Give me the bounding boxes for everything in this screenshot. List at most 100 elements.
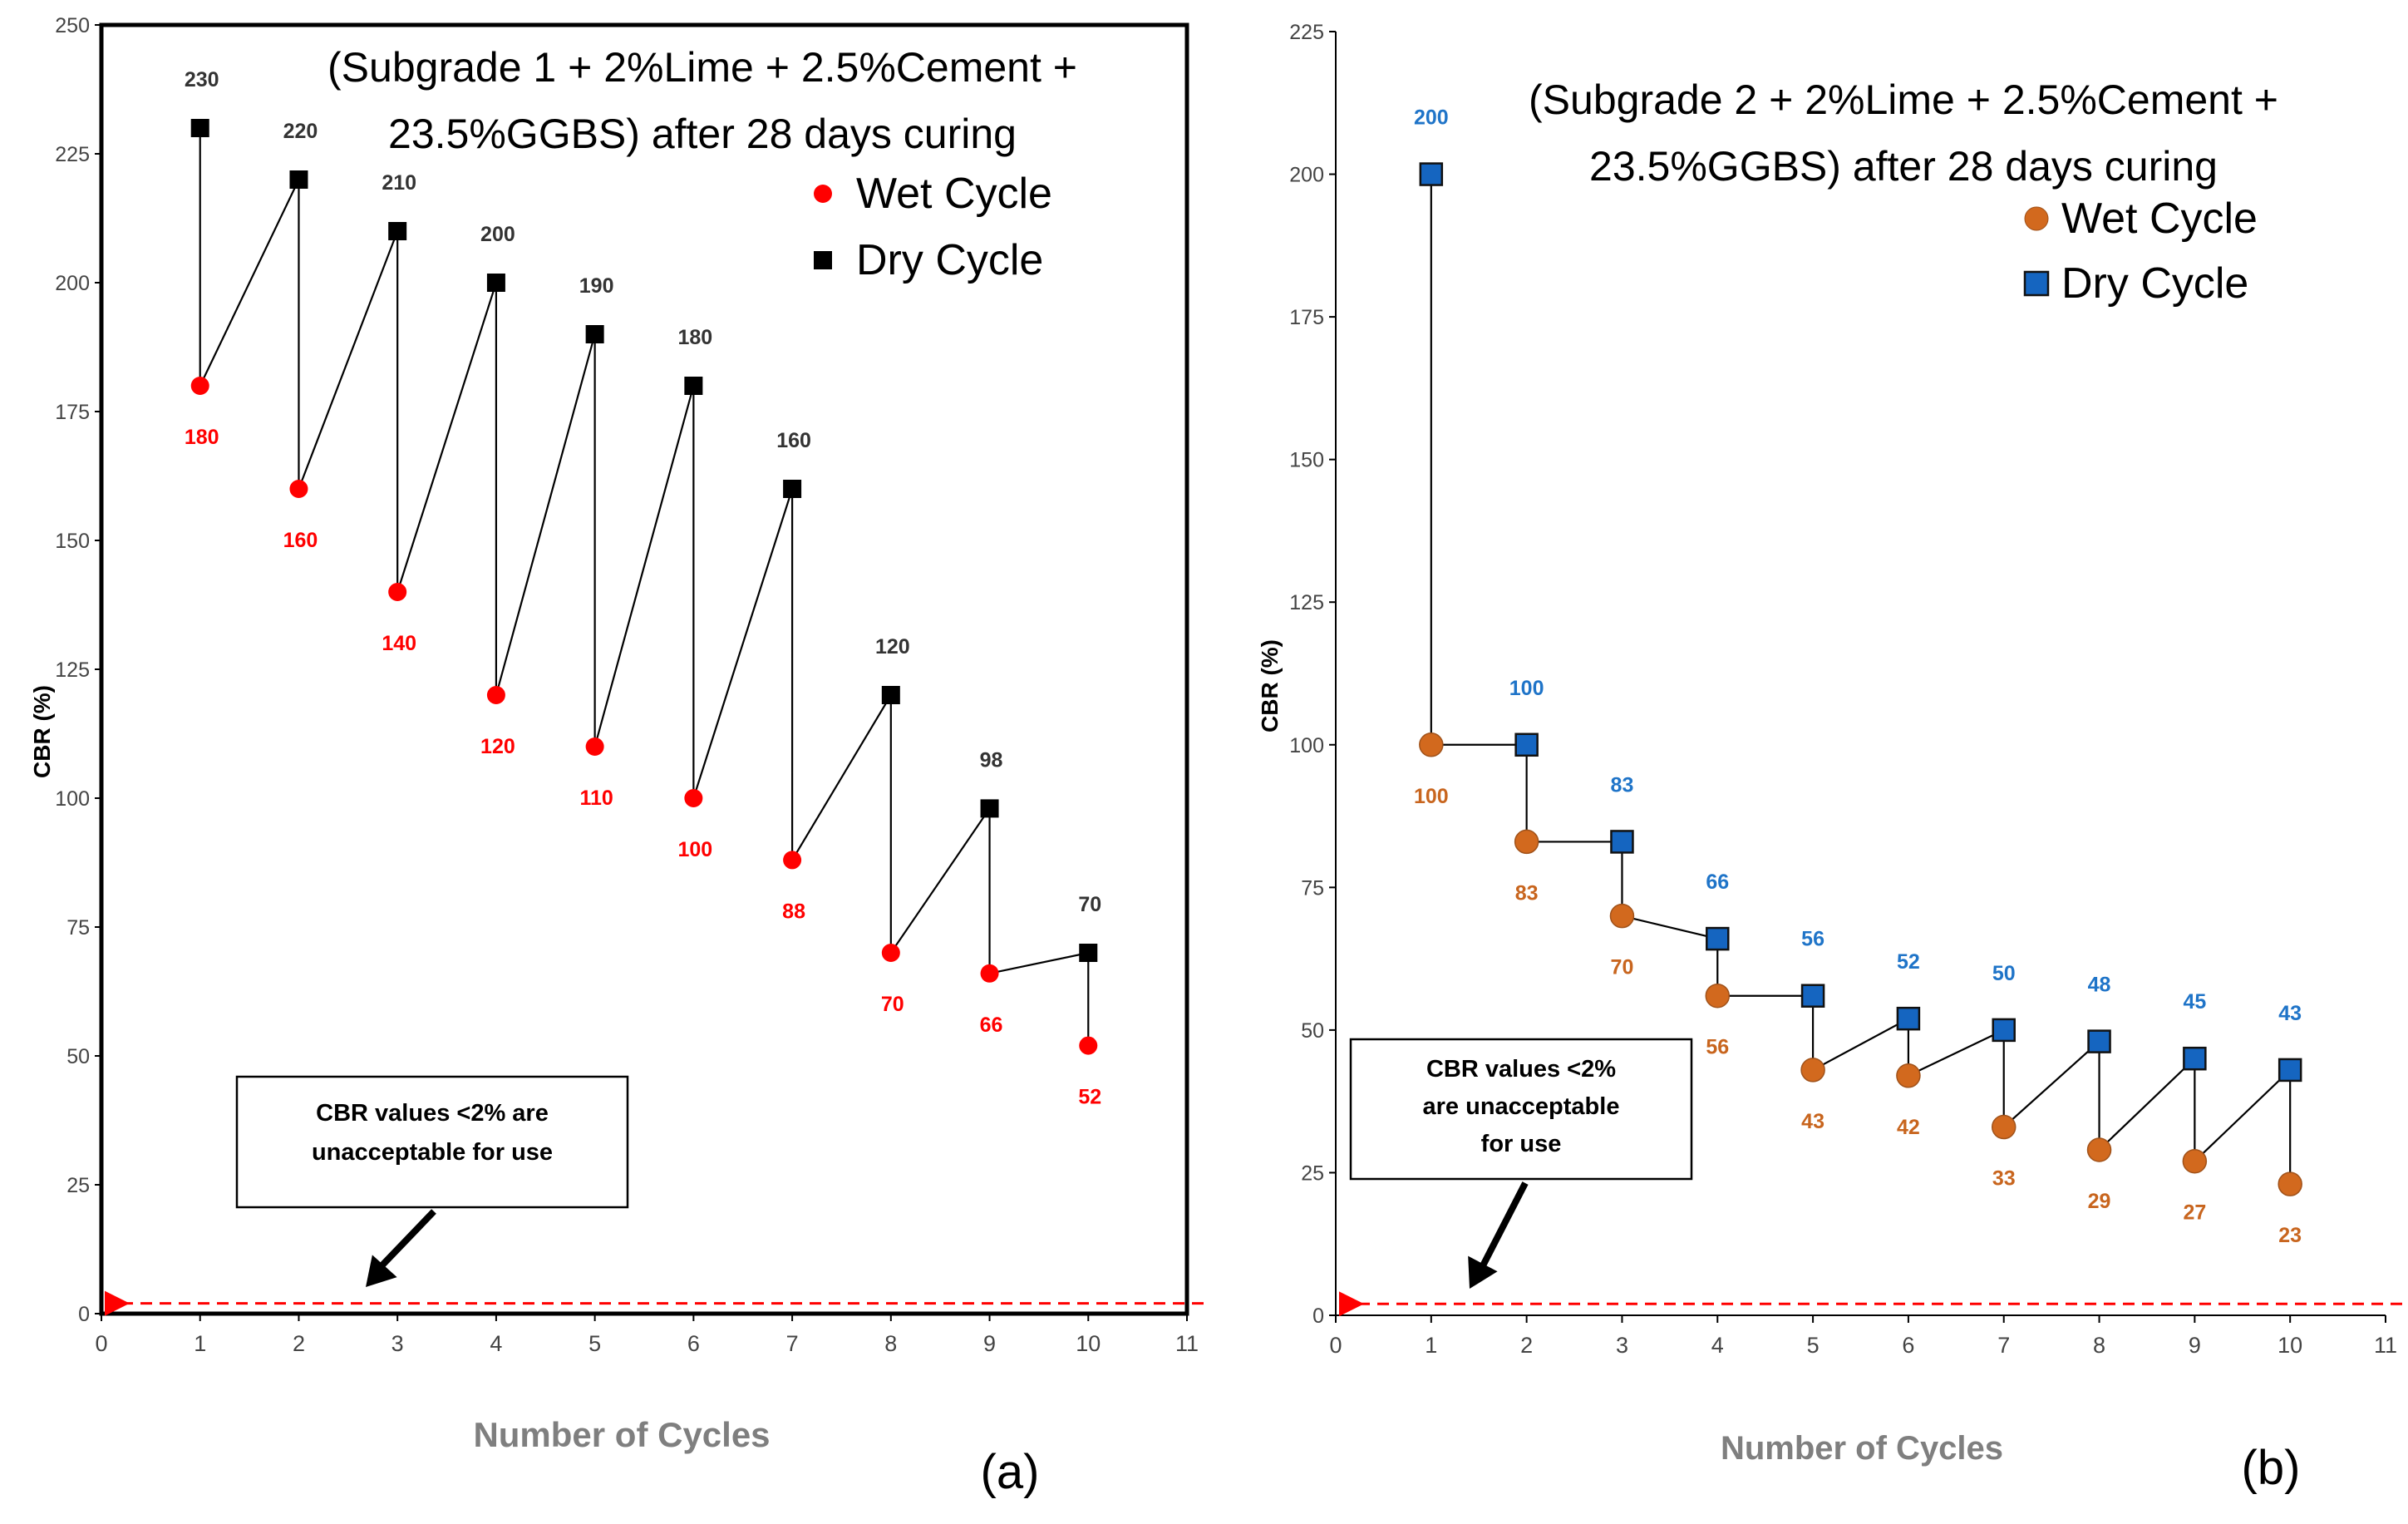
dry-cycle-point <box>2087 1029 2111 1053</box>
wet-cycle-point <box>980 964 999 983</box>
x-tick-label: 7 <box>786 1331 799 1356</box>
wet-cycle-point <box>1896 1063 1921 1088</box>
y-tick-label: 100 <box>1289 734 1324 757</box>
y-tick-label: 250 <box>55 14 90 37</box>
wet-cycle-data-label: 70 <box>881 993 904 1016</box>
dry-cycle-data-label: 200 <box>480 223 515 246</box>
dry-cycle-point <box>289 170 308 189</box>
dry-cycle-point <box>980 799 999 818</box>
x-tick-label: 9 <box>983 1331 996 1356</box>
x-tick-label: 1 <box>194 1331 206 1356</box>
x-tick-label: 1 <box>1425 1333 1437 1358</box>
x-axis-label: Number of Cycles <box>473 1415 770 1454</box>
dry-cycle-data-label: 83 <box>1611 773 1634 797</box>
y-tick-label: 225 <box>1289 21 1324 44</box>
dry-cycle-data-label: 220 <box>283 120 318 143</box>
dry-cycle-data-label: 100 <box>1509 677 1544 700</box>
dry-cycle-data-label: 120 <box>875 635 910 658</box>
dry-cycle-point <box>1992 1018 2016 1043</box>
wet-cycle-point <box>1991 1114 2017 1140</box>
y-tick-label: 125 <box>1289 591 1324 614</box>
legend-dry-symbol <box>2023 270 2050 297</box>
x-tick-label: 5 <box>1807 1333 1820 1358</box>
y-tick-label: 175 <box>55 401 90 424</box>
y-tick-label: 50 <box>1301 1019 1324 1043</box>
x-axis-label: Number of Cycles <box>1721 1430 2003 1467</box>
x-tick-label: 10 <box>1076 1331 1101 1356</box>
annotation-arrow-shaft <box>1475 1181 1529 1277</box>
annotation-text: CBR values <2% <box>1426 1056 1616 1083</box>
wet-cycle-data-label: 66 <box>980 1014 1003 1037</box>
dry-cycle-data-label: 190 <box>579 274 614 298</box>
wet-cycle-point <box>2278 1171 2302 1196</box>
wet-cycle-data-label: 160 <box>283 529 318 552</box>
x-tick-label: 7 <box>1997 1333 2010 1358</box>
dry-cycle-point <box>585 325 604 343</box>
panel-label: (b) <box>2242 1441 2301 1495</box>
x-tick-label: 4 <box>1711 1333 1724 1358</box>
legend-wet-label: Wet Cycle <box>856 170 1052 218</box>
wet-cycle-point <box>1419 732 1444 757</box>
dry-cycle-data-label: 180 <box>678 326 713 349</box>
wet-cycle-data-label: 43 <box>1801 1110 1824 1133</box>
x-tick-label: 4 <box>490 1331 502 1356</box>
dry-cycle-data-label: 210 <box>382 171 416 195</box>
dry-cycle-point <box>2183 1046 2207 1071</box>
wet-cycle-data-label: 120 <box>480 735 515 758</box>
x-tick-label: 6 <box>687 1331 700 1356</box>
wet-cycle-data-label: 100 <box>678 838 713 861</box>
wet-cycle-point <box>2086 1137 2112 1162</box>
x-tick-label: 8 <box>884 1331 897 1356</box>
dry-cycle-data-label: 56 <box>1801 928 1824 951</box>
wet-cycle-data-label: 29 <box>2088 1190 2111 1213</box>
wet-cycle-point <box>1079 1036 1098 1055</box>
y-tick-label: 25 <box>1301 1161 1324 1185</box>
dry-cycle-data-label: 43 <box>2278 1002 2302 1025</box>
dry-cycle-data-label: 48 <box>2088 974 2111 997</box>
x-tick-label: 0 <box>95 1331 107 1356</box>
y-tick-label: 100 <box>55 787 90 811</box>
x-tick-label: 3 <box>391 1331 404 1356</box>
y-tick-label: 125 <box>55 658 90 682</box>
legend-wet-symbol <box>2024 206 2049 231</box>
dry-cycle-point <box>783 480 802 498</box>
wet-cycle-data-label: 27 <box>2183 1201 2206 1225</box>
wet-cycle-point <box>486 686 505 704</box>
annotation-arrow-head <box>1468 1255 1498 1289</box>
wet-cycle-point <box>190 377 209 395</box>
dry-cycle-point <box>881 686 900 704</box>
dry-cycle-point <box>1800 984 1825 1008</box>
y-tick-label: 150 <box>1289 449 1324 472</box>
chart-title-line: 23.5%GGBS) after 28 days curing <box>388 111 1017 157</box>
wet-cycle-data-label: 52 <box>1078 1086 1101 1109</box>
wet-cycle-data-label: 56 <box>1706 1036 1729 1059</box>
dry-cycle-point <box>2278 1058 2302 1083</box>
dry-cycle-point <box>388 222 407 240</box>
x-tick-label: 10 <box>2278 1333 2302 1358</box>
y-axis-label: CBR (%) <box>29 685 55 778</box>
panel-label: (a) <box>981 1445 1040 1499</box>
wet-cycle-point <box>1705 983 1731 1009</box>
wet-cycle-data-label: 83 <box>1515 881 1539 905</box>
x-tick-label: 11 <box>2374 1333 2397 1358</box>
dry-cycle-data-label: 70 <box>1078 893 1101 916</box>
x-tick-label: 5 <box>588 1331 601 1356</box>
wet-cycle-data-label: 33 <box>1992 1167 2016 1191</box>
y-tick-label: 75 <box>66 916 90 940</box>
dry-cycle-point <box>486 274 505 292</box>
annotation-text: are unacceptable <box>1423 1093 1620 1120</box>
annotation-text: for use <box>1481 1131 1562 1157</box>
series-connector-line <box>199 128 1090 1046</box>
wet-cycle-point <box>585 737 604 756</box>
annotation-text: CBR values <2% are <box>316 1100 549 1127</box>
legend-wet-label: Wet Cycle <box>2061 195 2258 243</box>
wet-cycle-data-label: 110 <box>579 787 613 810</box>
wet-cycle-data-label: 42 <box>1897 1116 1920 1139</box>
x-tick-label: 11 <box>1175 1331 1199 1356</box>
y-tick-label: 75 <box>1301 876 1324 900</box>
y-tick-label: 150 <box>55 530 90 553</box>
dry-cycle-point <box>1079 944 1098 962</box>
